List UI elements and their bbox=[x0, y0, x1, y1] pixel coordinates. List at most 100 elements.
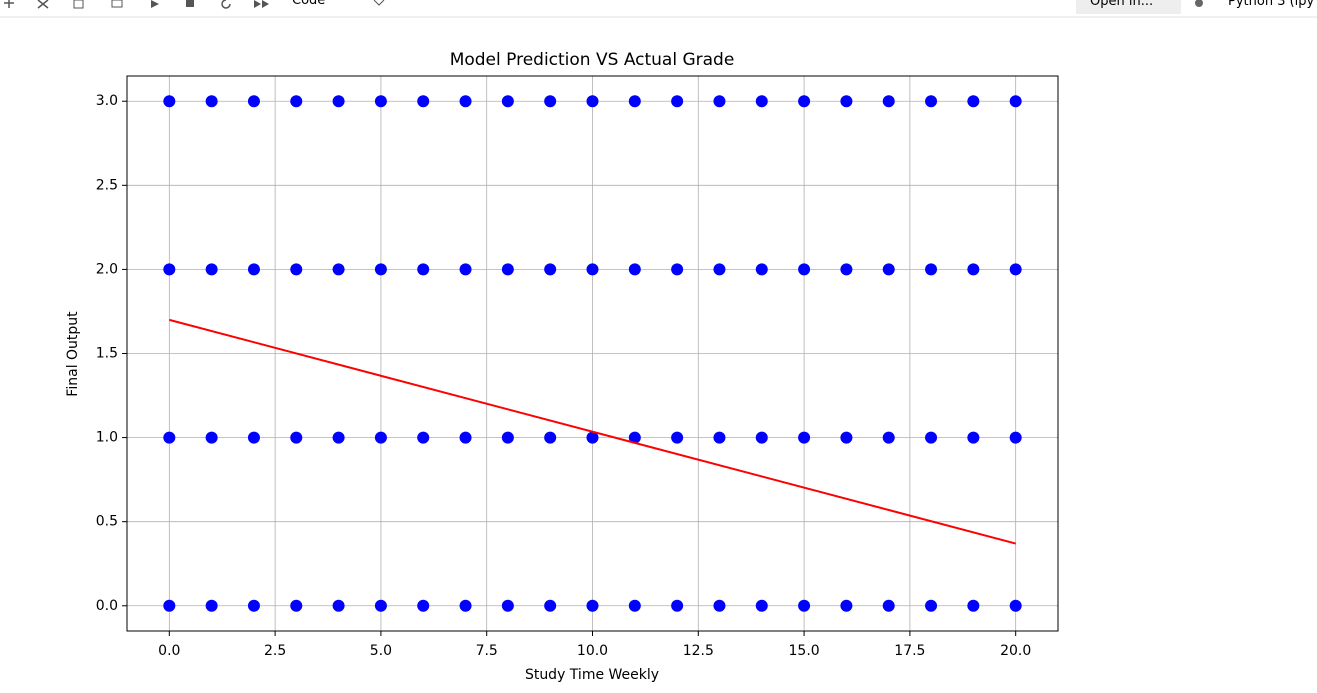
plot-area: 0.0 2.5 5.0 7.5 10.0 12.5 15.0 17.5 20.0 0.0 0.5 1.… bbox=[96, 75, 1059, 659]
scatter-point bbox=[247, 95, 260, 108]
scatter-point bbox=[459, 431, 472, 444]
scatter-point bbox=[967, 431, 980, 444]
scatter-point bbox=[290, 95, 303, 108]
plot-frame bbox=[126, 75, 1059, 632]
scatter-point bbox=[713, 263, 726, 276]
scatter-point bbox=[882, 95, 895, 108]
scatter-point bbox=[544, 263, 557, 276]
y-tick-label: 0.5 bbox=[96, 514, 118, 530]
scatter-point bbox=[713, 599, 726, 612]
scatter-point bbox=[755, 599, 768, 612]
scatter-point bbox=[205, 599, 218, 612]
open-in-button[interactable] bbox=[1076, 0, 1181, 14]
scatter-point bbox=[205, 95, 218, 108]
scatter-point bbox=[417, 95, 430, 108]
cell-type-select[interactable]: Code bbox=[292, 0, 325, 8]
dropdown-arrow[interactable] bbox=[373, 0, 385, 6]
open-in-label[interactable]: Open in... bbox=[1090, 0, 1153, 9]
x-tick-label: 5.0 bbox=[370, 643, 392, 659]
scatter-point bbox=[374, 599, 387, 612]
scatter-point bbox=[163, 263, 176, 276]
scatter-point bbox=[374, 263, 387, 276]
scatter-point bbox=[967, 263, 980, 276]
scatter-point bbox=[840, 599, 853, 612]
scatter-point bbox=[247, 431, 260, 444]
scatter-point bbox=[586, 95, 599, 108]
scatter-point bbox=[671, 95, 684, 108]
scatter-point bbox=[882, 431, 895, 444]
scatter-point bbox=[671, 263, 684, 276]
run-all-icon[interactable] bbox=[254, 0, 269, 8]
scatter-point bbox=[290, 599, 303, 612]
scatter-point bbox=[967, 95, 980, 108]
settings-icon[interactable] bbox=[1195, 0, 1203, 7]
x-tick-label: 17.5 bbox=[894, 643, 925, 659]
scatter-point bbox=[628, 95, 641, 108]
scatter-point bbox=[501, 263, 514, 276]
scatter-point bbox=[628, 599, 641, 612]
scatter-point bbox=[925, 263, 938, 276]
y-tick-label: 1.0 bbox=[96, 430, 118, 446]
scatter-point bbox=[163, 431, 176, 444]
scatter-point bbox=[544, 95, 557, 108]
x-tick-label: 12.5 bbox=[683, 643, 714, 659]
scatter-point bbox=[755, 431, 768, 444]
scatter-point bbox=[967, 599, 980, 612]
add-cell-icon[interactable] bbox=[4, 0, 14, 8]
scatter-point bbox=[586, 599, 599, 612]
scatter-point bbox=[586, 263, 599, 276]
stop-icon[interactable] bbox=[186, 0, 194, 7]
scatter-point bbox=[417, 599, 430, 612]
x-tick-label: 7.5 bbox=[476, 643, 498, 659]
scatter-point bbox=[459, 95, 472, 108]
x-tick-label: 2.5 bbox=[264, 643, 286, 659]
scatter-point bbox=[798, 431, 811, 444]
scatter-point bbox=[840, 95, 853, 108]
scatter-point bbox=[628, 431, 641, 444]
kernel-name[interactable]: Python 3 (ipy bbox=[1228, 0, 1315, 9]
y-tick-label: 3.0 bbox=[96, 93, 118, 109]
scatter-point bbox=[586, 431, 599, 444]
scatter-point bbox=[290, 263, 303, 276]
scatter-point bbox=[501, 599, 514, 612]
cut-icon[interactable] bbox=[37, 0, 49, 9]
scatter-point bbox=[374, 95, 387, 108]
scatter-point bbox=[247, 263, 260, 276]
scatter-point bbox=[544, 431, 557, 444]
scatter-point bbox=[1009, 263, 1022, 276]
scatter-point bbox=[628, 263, 641, 276]
scatter-point bbox=[671, 599, 684, 612]
restart-icon[interactable] bbox=[221, 0, 231, 9]
scatter-point bbox=[798, 599, 811, 612]
scatter-point bbox=[290, 431, 303, 444]
scatter-point bbox=[882, 599, 895, 612]
scatter-point bbox=[713, 95, 726, 108]
scatter-point bbox=[205, 431, 218, 444]
regression-line bbox=[169, 318, 1016, 545]
paste-icon[interactable] bbox=[111, 0, 123, 8]
scatter-point bbox=[163, 599, 176, 612]
scatter-point bbox=[840, 431, 853, 444]
scatter-point bbox=[1009, 599, 1022, 612]
scatter-point bbox=[1009, 431, 1022, 444]
copy-icon[interactable] bbox=[73, 0, 84, 9]
chart-title: Model Prediction VS Actual Grade bbox=[450, 50, 735, 70]
y-axis-label: Final Output bbox=[65, 311, 81, 397]
scatter-point bbox=[459, 263, 472, 276]
scatter-point bbox=[755, 263, 768, 276]
y-tick-label: 2.0 bbox=[96, 261, 118, 277]
scatter-point bbox=[374, 431, 387, 444]
y-tick-label: 0.0 bbox=[96, 598, 118, 614]
run-icon[interactable] bbox=[151, 0, 159, 8]
scatter-point bbox=[925, 599, 938, 612]
y-tick-label: 1.5 bbox=[96, 346, 118, 362]
scatter-point bbox=[332, 95, 345, 108]
scatter-point bbox=[332, 431, 345, 444]
scatter-point bbox=[713, 431, 726, 444]
scatter-point bbox=[925, 95, 938, 108]
scatter-point bbox=[671, 431, 684, 444]
x-tick-label: 15.0 bbox=[789, 643, 820, 659]
toolbar-background bbox=[0, 0, 1317, 17]
x-tick-label: 10.0 bbox=[577, 643, 608, 659]
